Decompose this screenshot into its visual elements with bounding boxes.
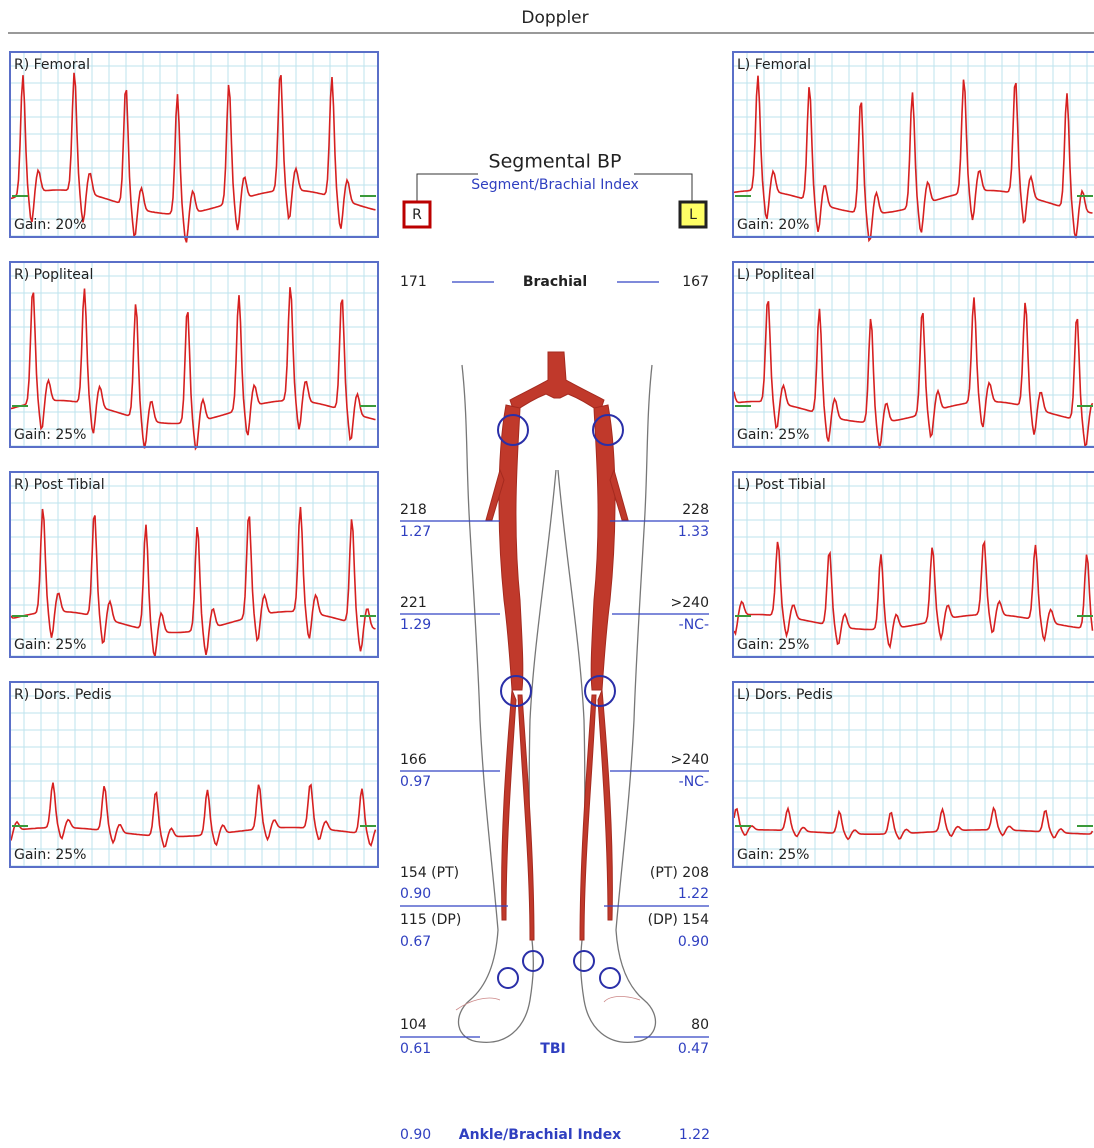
- ankle-left-dp: (DP) 154: [648, 912, 709, 928]
- toe-right-index: 0.61: [400, 1041, 431, 1057]
- panel-gain: Gain: 25%: [14, 637, 86, 653]
- panel-label: L) Popliteal: [737, 267, 814, 283]
- ankle-right-pt-index: 0.90: [400, 886, 431, 902]
- ankle-left-dp-index: 0.90: [678, 934, 709, 950]
- abi-right: 0.90: [400, 1127, 431, 1143]
- arteries: [486, 352, 628, 940]
- right-index: 1.27: [400, 524, 431, 540]
- toe-left: 80: [691, 1017, 709, 1033]
- page-title: Doppler: [521, 8, 588, 28]
- panel-label: R) Dors. Pedis: [14, 687, 112, 703]
- abi-label: Ankle/Brachial Index: [459, 1127, 621, 1143]
- ankle-left-pt-index: 1.22: [678, 886, 709, 902]
- toe-left-index: 0.47: [678, 1041, 709, 1057]
- page: Doppler R) Femoral Gain: 20% R) Popliteal G…: [0, 0, 1094, 1144]
- toe-right: 104: [400, 1017, 427, 1033]
- ankle-right-dp-index: 0.67: [400, 934, 431, 950]
- bracket: [634, 174, 692, 202]
- waveform-panel: L) Post Tibial Gain: 25%: [733, 472, 1094, 657]
- left-index: -NC-: [679, 617, 709, 633]
- left-pressure: 228: [682, 502, 709, 518]
- waveform-panel: R) Dors. Pedis Gain: 25%: [10, 682, 378, 867]
- abi-left: 1.22: [679, 1127, 710, 1143]
- panel-label: R) Popliteal: [14, 267, 93, 283]
- right-index: 0.97: [400, 774, 431, 790]
- left-pressure: >240: [671, 752, 709, 768]
- panel-background: [733, 682, 1094, 867]
- waveform-panel: L) Popliteal Gain: 25%: [733, 262, 1094, 448]
- right-pressure: 221: [400, 595, 427, 611]
- waveform-panels: R) Femoral Gain: 20% R) Popliteal Gain: 25%…: [10, 52, 1094, 867]
- panel-gain: Gain: 20%: [14, 217, 86, 233]
- panel-background: [733, 52, 1094, 237]
- left-index: -NC-: [679, 774, 709, 790]
- panel-gain: Gain: 25%: [737, 847, 809, 863]
- waveform-panel: L) Dors. Pedis Gain: 25%: [733, 682, 1094, 867]
- waveform-panel: R) Popliteal Gain: 25%: [10, 262, 378, 449]
- right-marker: R: [412, 207, 422, 223]
- waveform-panel: L) Femoral Gain: 20%: [733, 52, 1094, 240]
- toe-label: TBI: [540, 1041, 565, 1057]
- bracket: [417, 174, 478, 202]
- right-index: 1.29: [400, 617, 431, 633]
- panel-gain: Gain: 25%: [14, 427, 86, 443]
- left-index: 1.33: [678, 524, 709, 540]
- panel-background: [733, 262, 1094, 447]
- report: Doppler R) Femoral Gain: 20% R) Popliteal G…: [0, 0, 1094, 1144]
- ankle-right-dp: 115 (DP): [400, 912, 461, 928]
- left-marker: L: [689, 207, 697, 223]
- ankle-right-pt: 154 (PT): [400, 865, 459, 881]
- segmental-subtitle: Segment/Brachial Index: [471, 177, 639, 193]
- ankle-left-pt: (PT) 208: [650, 865, 709, 881]
- brachial-label: Brachial: [523, 274, 587, 290]
- waveform-panel: R) Femoral Gain: 20%: [10, 52, 378, 242]
- panel-label: L) Post Tibial: [737, 477, 826, 493]
- right-pressure: 218: [400, 502, 427, 518]
- segmental-title: Segmental BP: [489, 151, 622, 173]
- panel-background: [733, 472, 1094, 657]
- waveform-panel: R) Post Tibial Gain: 25%: [10, 472, 378, 657]
- panel-label: L) Dors. Pedis: [737, 687, 833, 703]
- right-pressure: 166: [400, 752, 427, 768]
- panel-label: L) Femoral: [737, 57, 811, 73]
- brachial-left: 167: [682, 274, 709, 290]
- segment-rows: 218 1.27 228 1.33 221 1.29 >240 -NC- 166 0.97 >240…: [400, 502, 709, 790]
- legs-illustration: [456, 365, 655, 1042]
- brachial-right: 171: [400, 274, 427, 290]
- panel-label: R) Post Tibial: [14, 477, 105, 493]
- panel-gain: Gain: 25%: [14, 847, 86, 863]
- panel-gain: Gain: 25%: [737, 637, 809, 653]
- left-pressure: >240: [671, 595, 709, 611]
- panel-gain: Gain: 25%: [737, 427, 809, 443]
- panel-label: R) Femoral: [14, 57, 90, 73]
- panel-gain: Gain: 20%: [737, 217, 809, 233]
